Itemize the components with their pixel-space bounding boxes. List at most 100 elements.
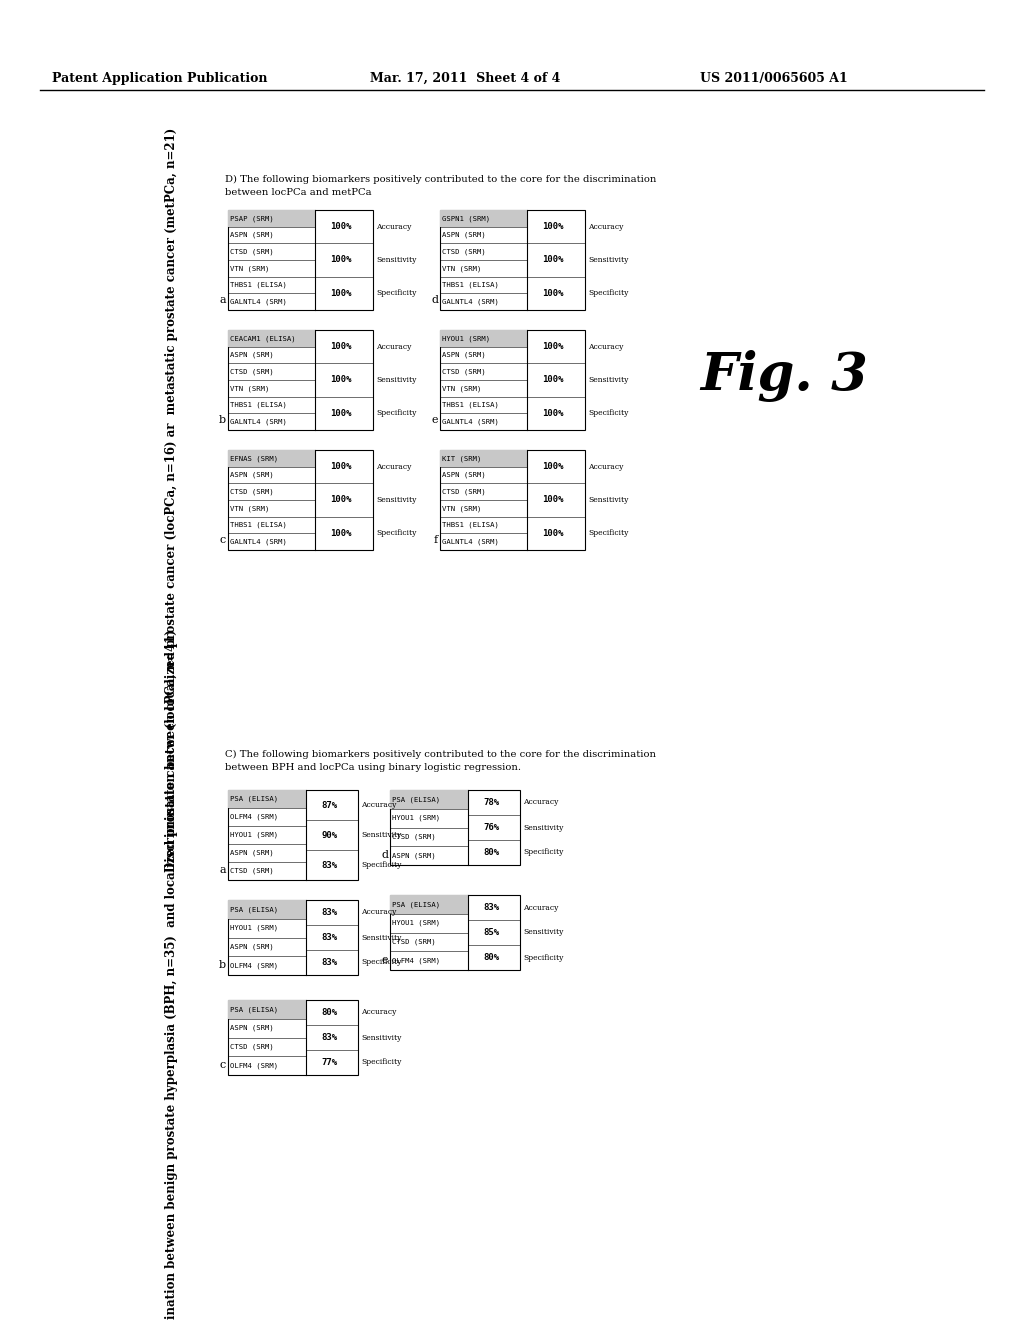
Text: C) The following biomarkers positively contributed to the core for the discrimin: C) The following biomarkers positively c… xyxy=(225,750,656,759)
Bar xyxy=(440,210,527,227)
Text: Specificity: Specificity xyxy=(376,409,417,417)
Text: 83%: 83% xyxy=(483,903,500,912)
Text: CTSD (SRM): CTSD (SRM) xyxy=(442,368,485,375)
Text: PSA (ELISA): PSA (ELISA) xyxy=(392,796,440,803)
Bar xyxy=(228,450,373,550)
Text: Accuracy: Accuracy xyxy=(376,463,412,471)
Text: e: e xyxy=(382,954,388,965)
Text: d: d xyxy=(381,850,388,861)
Text: VTN (SRM): VTN (SRM) xyxy=(230,265,269,272)
Bar xyxy=(440,210,585,310)
Text: THBS1 (ELISA): THBS1 (ELISA) xyxy=(442,401,499,408)
Text: THBS1 (ELISA): THBS1 (ELISA) xyxy=(230,521,287,528)
Text: 100%: 100% xyxy=(543,409,564,418)
Text: ASPN (SRM): ASPN (SRM) xyxy=(392,853,436,859)
Text: CTSD (SRM): CTSD (SRM) xyxy=(392,939,436,945)
Text: Accuracy: Accuracy xyxy=(588,463,624,471)
Text: 100%: 100% xyxy=(543,375,564,384)
Bar xyxy=(390,895,468,913)
Text: ASPN (SRM): ASPN (SRM) xyxy=(442,471,485,478)
Text: 83%: 83% xyxy=(322,933,338,942)
Text: Mar. 17, 2011  Sheet 4 of 4: Mar. 17, 2011 Sheet 4 of 4 xyxy=(370,73,560,84)
Text: 100%: 100% xyxy=(331,462,352,471)
Text: 100%: 100% xyxy=(331,495,352,504)
Text: Specificity: Specificity xyxy=(361,1059,401,1067)
Text: c: c xyxy=(220,1060,226,1071)
Text: Fig. 3: Fig. 3 xyxy=(700,350,868,403)
Text: GALNTL4 (SRM): GALNTL4 (SRM) xyxy=(442,298,499,305)
Text: 85%: 85% xyxy=(483,928,500,937)
Bar xyxy=(228,330,315,347)
Text: CTSD (SRM): CTSD (SRM) xyxy=(230,248,273,255)
Text: 100%: 100% xyxy=(543,256,564,264)
Text: HYOU1 (SRM): HYOU1 (SRM) xyxy=(392,814,440,821)
Text: Sensitivity: Sensitivity xyxy=(588,376,629,384)
Text: Specificity: Specificity xyxy=(376,289,417,297)
Bar xyxy=(228,789,358,880)
Text: CEACAM1 (ELISA): CEACAM1 (ELISA) xyxy=(230,335,296,342)
Text: US 2011/0065605 A1: US 2011/0065605 A1 xyxy=(700,73,848,84)
Text: 83%: 83% xyxy=(322,958,338,968)
Text: Accuracy: Accuracy xyxy=(376,343,412,351)
Text: HYOU1 (SRM): HYOU1 (SRM) xyxy=(392,920,440,927)
Bar xyxy=(228,900,358,975)
Text: Accuracy: Accuracy xyxy=(588,343,624,351)
Text: 100%: 100% xyxy=(331,529,352,537)
Text: c: c xyxy=(220,535,226,545)
Text: Sensitivity: Sensitivity xyxy=(376,256,417,264)
Text: f: f xyxy=(434,535,438,545)
Text: 100%: 100% xyxy=(331,222,352,231)
Text: 100%: 100% xyxy=(331,289,352,298)
Bar xyxy=(228,210,373,310)
Bar xyxy=(228,210,315,227)
Text: ASPN (SRM): ASPN (SRM) xyxy=(230,351,273,358)
Text: CTSD (SRM): CTSD (SRM) xyxy=(230,867,273,874)
Text: EFNAS (SRM): EFNAS (SRM) xyxy=(230,455,279,462)
Text: Accuracy: Accuracy xyxy=(523,903,558,912)
Text: Sensitivity: Sensitivity xyxy=(376,496,417,504)
Text: CTSD (SRM): CTSD (SRM) xyxy=(230,368,273,375)
Text: PSAP (SRM): PSAP (SRM) xyxy=(230,215,273,222)
Text: 100%: 100% xyxy=(543,222,564,231)
Text: ASPN (SRM): ASPN (SRM) xyxy=(230,1024,273,1031)
Text: Sensitivity: Sensitivity xyxy=(523,824,563,832)
Text: 100%: 100% xyxy=(331,342,352,351)
Text: ASPN (SRM): ASPN (SRM) xyxy=(230,471,273,478)
Bar xyxy=(390,789,468,809)
Bar xyxy=(440,450,585,550)
Text: ASPN (SRM): ASPN (SRM) xyxy=(442,351,485,358)
Text: CTSD (SRM): CTSD (SRM) xyxy=(442,248,485,255)
Text: Accuracy: Accuracy xyxy=(361,908,396,916)
Text: Accuracy: Accuracy xyxy=(361,1008,396,1016)
Text: 78%: 78% xyxy=(483,799,500,807)
Text: b: b xyxy=(219,960,226,970)
Text: 100%: 100% xyxy=(543,462,564,471)
Text: PSA (ELISA): PSA (ELISA) xyxy=(230,796,279,803)
Text: 100%: 100% xyxy=(543,289,564,298)
Text: PSA (ELISA): PSA (ELISA) xyxy=(230,1006,279,1012)
Bar xyxy=(228,450,315,467)
Text: CTSD (SRM): CTSD (SRM) xyxy=(442,488,485,495)
Text: 83%: 83% xyxy=(322,1034,338,1041)
Text: d: d xyxy=(431,294,438,305)
Text: 100%: 100% xyxy=(331,409,352,418)
Text: a: a xyxy=(219,865,226,875)
Bar xyxy=(440,330,527,347)
Text: ASPN (SRM): ASPN (SRM) xyxy=(230,232,273,238)
Text: THBS1 (ELISA): THBS1 (ELISA) xyxy=(442,281,499,288)
Text: 100%: 100% xyxy=(543,495,564,504)
Text: GALNTL4 (SRM): GALNTL4 (SRM) xyxy=(442,539,499,545)
Text: HYOU1 (SRM): HYOU1 (SRM) xyxy=(230,832,279,838)
Text: VTN (SRM): VTN (SRM) xyxy=(442,385,481,392)
Text: VTN (SRM): VTN (SRM) xyxy=(230,506,269,512)
Text: THBS1 (ELISA): THBS1 (ELISA) xyxy=(230,401,287,408)
Text: Specificity: Specificity xyxy=(523,849,563,857)
Text: GALNTL4 (SRM): GALNTL4 (SRM) xyxy=(230,418,287,425)
Text: 80%: 80% xyxy=(483,847,500,857)
Text: Specificity: Specificity xyxy=(588,409,629,417)
Text: GALNTL4 (SRM): GALNTL4 (SRM) xyxy=(442,418,499,425)
Text: 90%: 90% xyxy=(322,830,338,840)
Text: KIT (SRM): KIT (SRM) xyxy=(442,455,481,462)
Bar xyxy=(440,330,585,430)
Text: PSA (ELISA): PSA (ELISA) xyxy=(392,902,440,908)
